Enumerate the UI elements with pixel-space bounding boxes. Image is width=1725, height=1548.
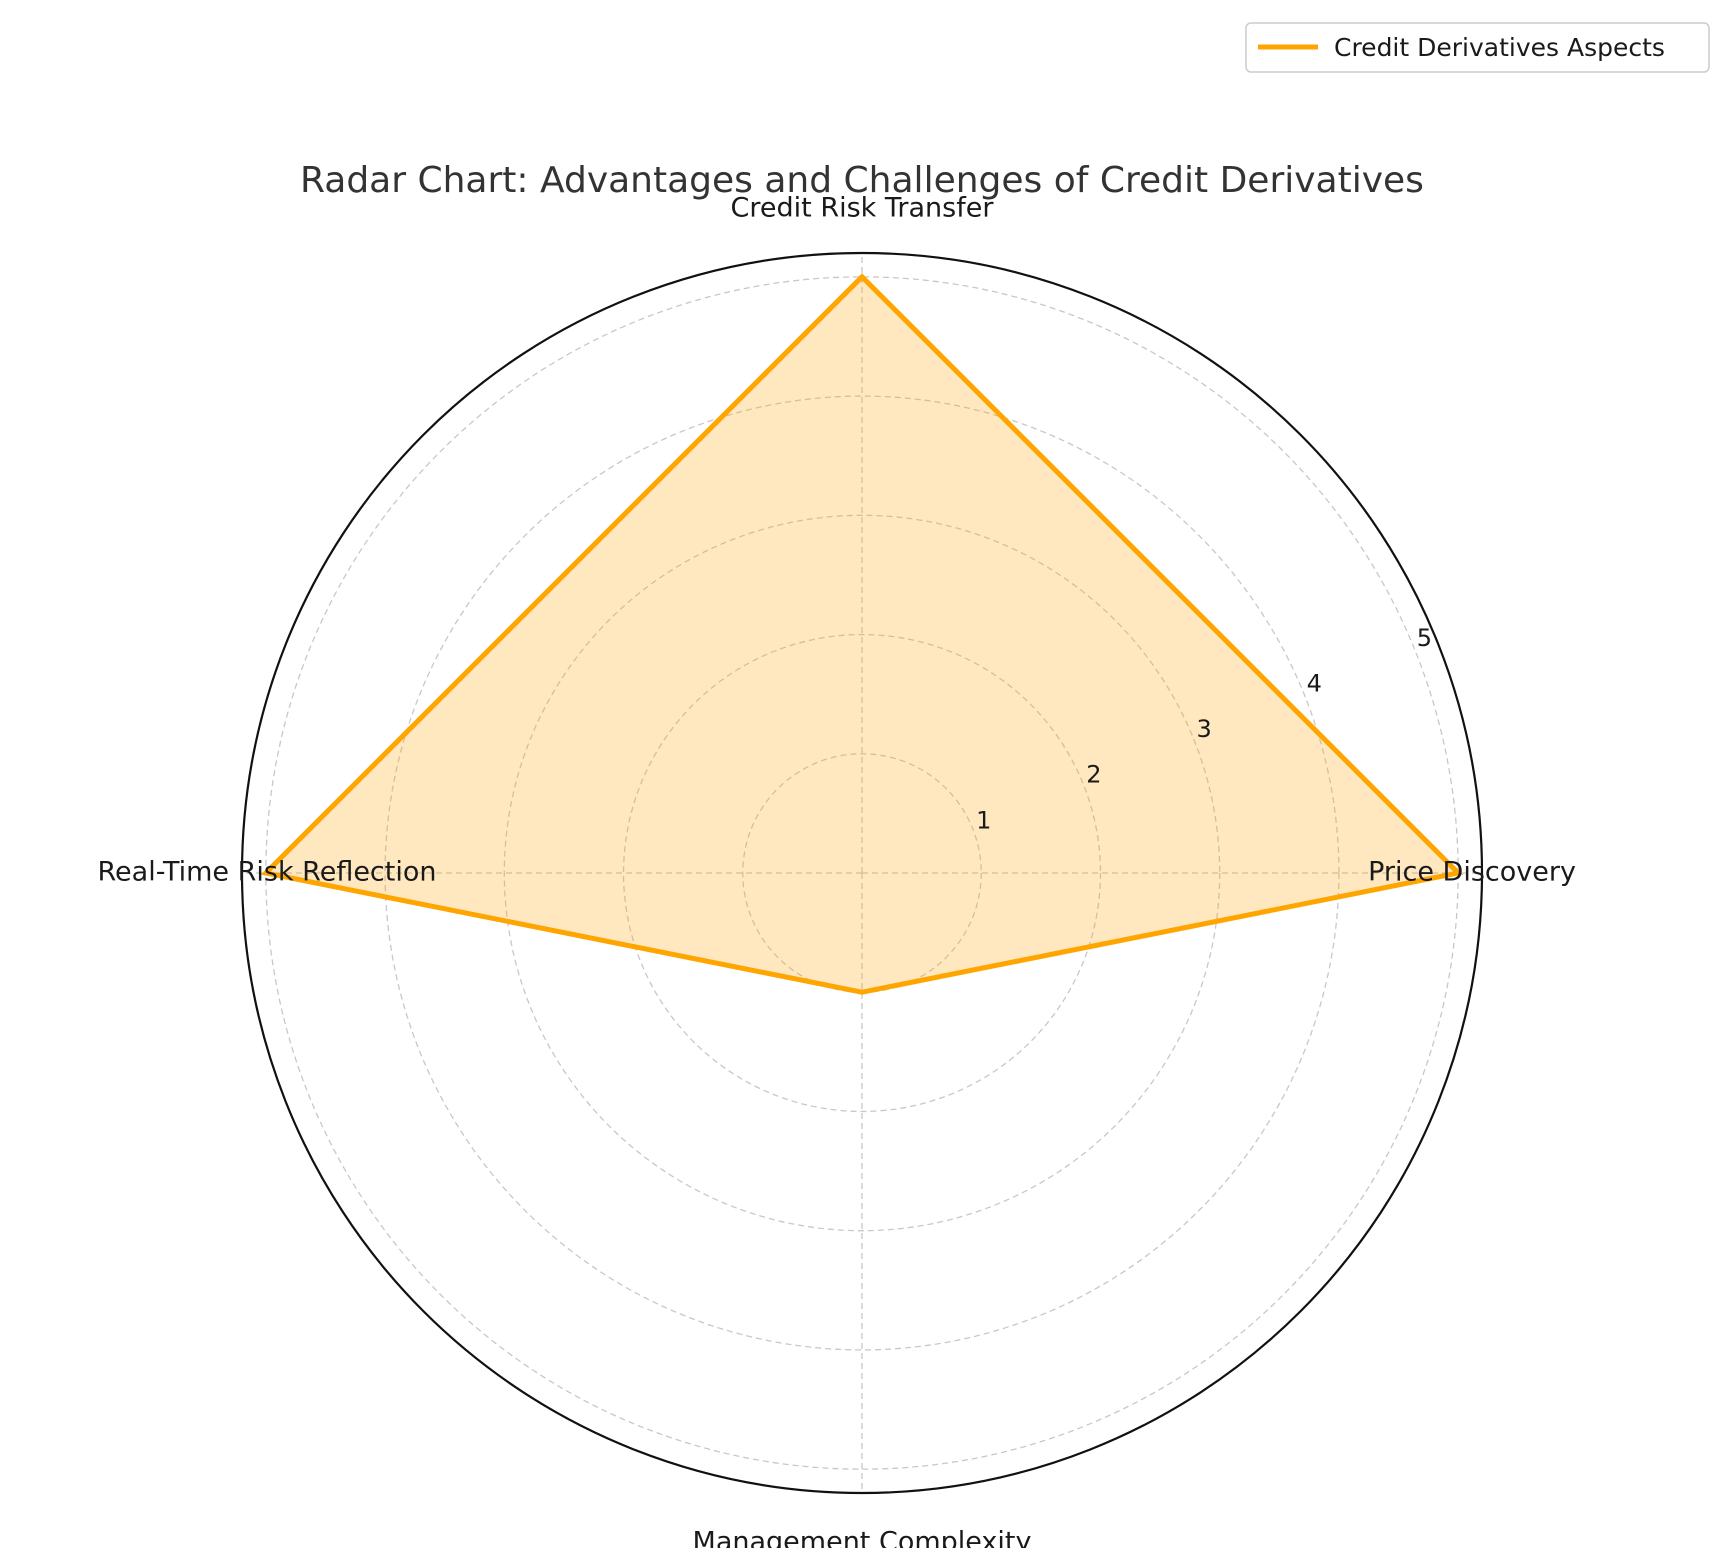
category-label: Real-Time Risk Reflection [97, 857, 436, 888]
chart-title: Radar Chart: Advantages and Challenges o… [300, 160, 1424, 201]
grid-ring [384, 395, 1340, 1351]
grid-ring [503, 514, 1221, 1232]
category-label: Credit Risk Transfer [731, 193, 995, 224]
series-line [260, 273, 1464, 995]
outer-frame [240, 251, 1484, 1495]
radar-labels: Credit Risk Transfer Real-Time Risk Refle… [97, 193, 1575, 1548]
legend: Credit Derivatives Aspects [1245, 22, 1710, 73]
r-tick-label: 2 [1086, 761, 1101, 789]
legend-label: Credit Derivatives Aspects [1334, 33, 1665, 62]
r-tick-label: 4 [1307, 669, 1322, 697]
legend-box [1245, 22, 1710, 73]
r-tick-label: 5 [1417, 624, 1432, 652]
radar-series [260, 273, 1464, 995]
category-label: Price Discovery [1368, 857, 1576, 888]
r-tick-label: 3 [1196, 715, 1211, 743]
series-area [265, 276, 1459, 993]
category-label: Management Complexity [693, 1527, 1032, 1548]
r-tick-label: 1 [976, 806, 991, 834]
grid-ring [742, 753, 982, 993]
grid-ring [622, 633, 1102, 1113]
radar-frame [240, 251, 1484, 1495]
